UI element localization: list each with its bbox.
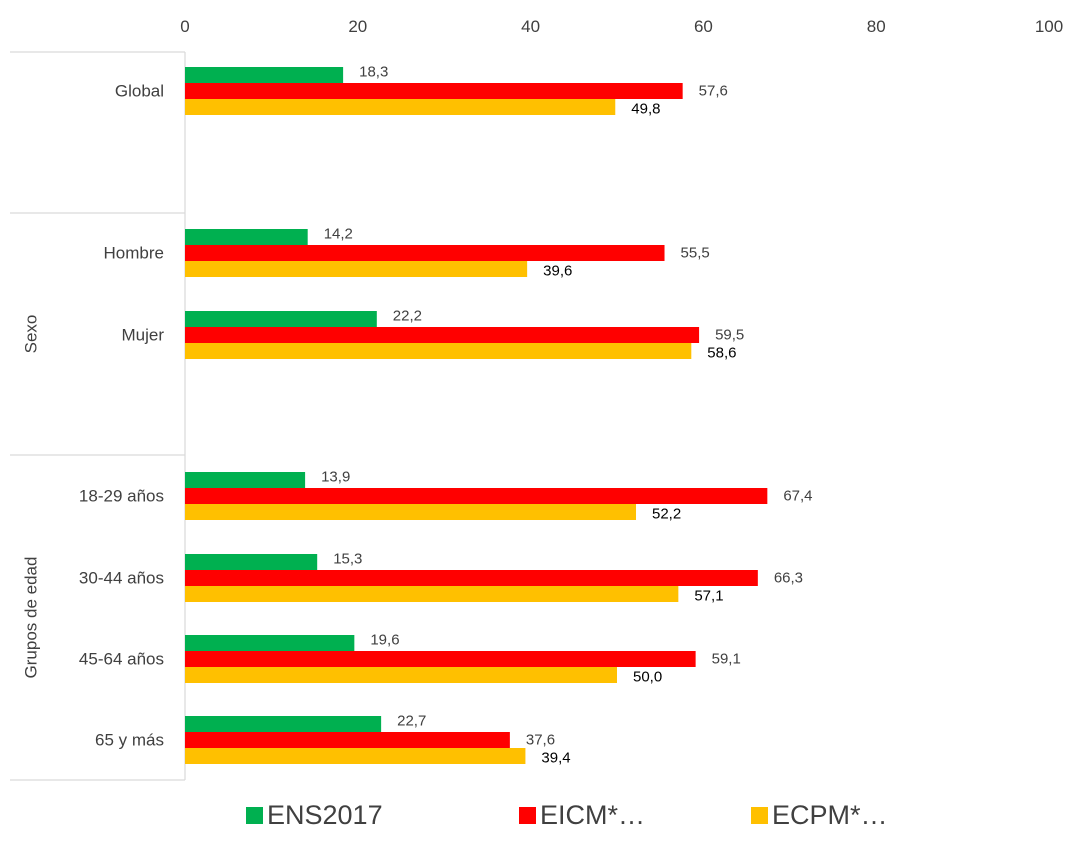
bars-layer (185, 67, 768, 764)
data-label: 52,2 (652, 506, 681, 523)
bar (185, 67, 344, 83)
legend-label: ENS2017 (267, 800, 383, 830)
bar (185, 651, 696, 667)
legend: ENS2017 EICM*… ECPM*… (246, 800, 888, 830)
legend-label: ECPM*… (772, 800, 888, 830)
bar (185, 716, 382, 732)
x-tick-label: 80 (867, 17, 886, 36)
data-label: 15,3 (333, 551, 362, 568)
bar (185, 732, 510, 748)
data-label: 49,8 (631, 101, 660, 118)
bar (185, 99, 616, 115)
category-label: 65 y más (95, 731, 164, 750)
data-label: 58,6 (707, 345, 736, 362)
group-label: Grupos de edad (22, 557, 41, 679)
bar (185, 261, 528, 277)
data-label: 66,3 (774, 570, 803, 587)
bar (185, 554, 318, 570)
bar (185, 327, 700, 343)
data-label: 13,9 (321, 469, 350, 486)
data-label: 57,6 (699, 83, 728, 100)
bar (185, 570, 758, 586)
data-label: 57,1 (694, 588, 723, 605)
data-label: 39,4 (541, 750, 570, 767)
legend-swatch (246, 807, 263, 824)
bar (185, 488, 768, 504)
data-label: 39,6 (543, 263, 572, 280)
data-label: 22,7 (397, 713, 426, 730)
labels-layer: 18,3 14,2 22,2 13,9 15,3 19,6 22,7 57,6 55,5 59,5… (321, 64, 812, 767)
legend-swatch (519, 807, 536, 824)
data-label: 59,1 (712, 651, 741, 668)
bar (185, 635, 355, 651)
x-tick-label: 60 (694, 17, 713, 36)
data-label: 67,4 (783, 488, 812, 505)
data-label: 22,2 (393, 308, 422, 325)
bar (185, 748, 526, 764)
category-label: Mujer (121, 326, 164, 345)
legend-swatch (751, 807, 768, 824)
bar (185, 504, 637, 520)
category-label: 45-64 años (79, 650, 164, 669)
data-label: 19,6 (370, 632, 399, 649)
data-label: 18,3 (359, 64, 388, 81)
bar (185, 586, 679, 602)
axis-layer: 0 20 40 60 80 100 Sexo Grupos de edad Global Homb… (10, 17, 1063, 781)
category-label: 18-29 años (79, 487, 164, 506)
category-label: 30-44 años (79, 569, 164, 588)
category-label: Global (115, 82, 164, 101)
legend-label: EICM*… (540, 800, 645, 830)
x-tick-label: 20 (348, 17, 367, 36)
bar (185, 229, 308, 245)
data-label: 55,5 (681, 245, 710, 262)
x-tick-label: 100 (1035, 17, 1063, 36)
data-label: 50,0 (633, 669, 662, 686)
category-label: Hombre (104, 244, 164, 263)
group-label: Sexo (22, 315, 41, 354)
bar (185, 343, 692, 359)
bar (185, 245, 665, 261)
data-label: 59,5 (715, 327, 744, 344)
bar (185, 311, 377, 327)
bar (185, 83, 683, 99)
bar (185, 667, 617, 683)
bar (185, 472, 306, 488)
x-tick-label: 0 (180, 17, 189, 36)
data-label: 37,6 (526, 732, 555, 749)
x-tick-label: 40 (521, 17, 540, 36)
data-label: 14,2 (324, 226, 353, 243)
